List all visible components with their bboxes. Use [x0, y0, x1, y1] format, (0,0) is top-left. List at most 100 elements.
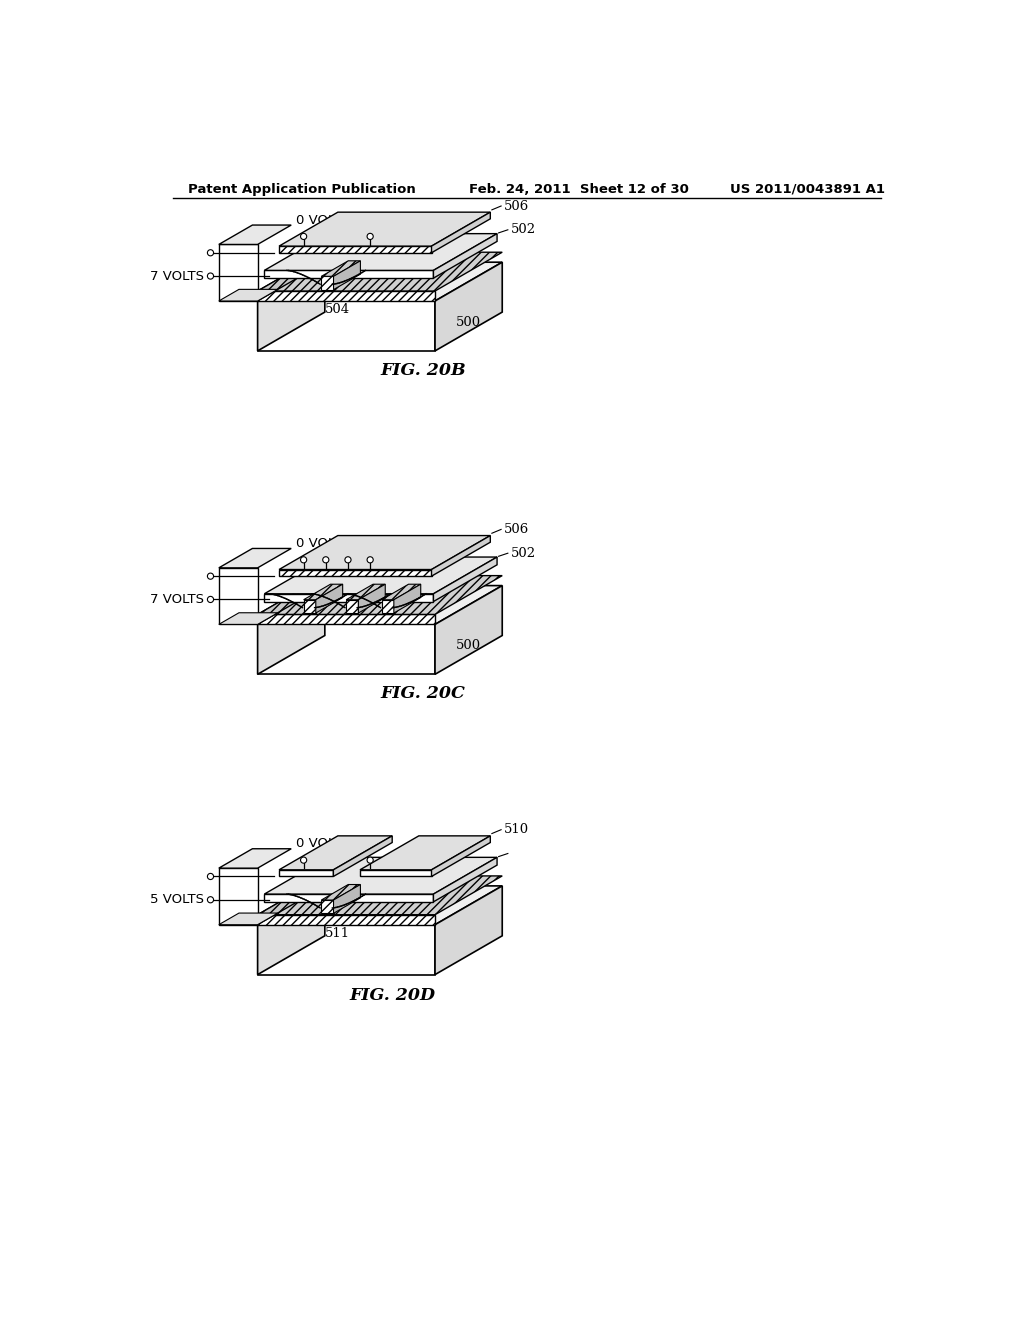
Text: 0 VOLTS: 0 VOLTS — [296, 837, 349, 850]
Circle shape — [208, 874, 214, 879]
Circle shape — [208, 249, 214, 256]
Circle shape — [345, 557, 351, 562]
Polygon shape — [219, 548, 291, 568]
Text: 5 VOLTS: 5 VOLTS — [150, 894, 204, 907]
Polygon shape — [258, 576, 502, 614]
Polygon shape — [258, 876, 325, 925]
Polygon shape — [258, 886, 502, 925]
Text: 511: 511 — [325, 927, 350, 940]
Circle shape — [300, 557, 307, 562]
Text: Patent Application Publication: Patent Application Publication — [188, 182, 416, 195]
Polygon shape — [219, 224, 291, 244]
Polygon shape — [258, 576, 325, 624]
Polygon shape — [258, 301, 435, 351]
Polygon shape — [431, 836, 490, 876]
Polygon shape — [435, 886, 502, 974]
Text: 506: 506 — [504, 199, 529, 213]
Polygon shape — [219, 244, 258, 301]
Polygon shape — [258, 624, 435, 675]
Polygon shape — [280, 870, 334, 876]
Text: 502: 502 — [511, 223, 536, 236]
Polygon shape — [258, 614, 435, 624]
Polygon shape — [258, 925, 435, 974]
Text: 0 VOLTS: 0 VOLTS — [296, 214, 349, 227]
Circle shape — [300, 857, 307, 863]
Polygon shape — [322, 261, 360, 276]
Polygon shape — [382, 585, 421, 599]
Polygon shape — [258, 252, 325, 301]
Polygon shape — [258, 915, 435, 925]
Circle shape — [208, 273, 214, 279]
Polygon shape — [219, 869, 258, 925]
Polygon shape — [264, 557, 497, 594]
Text: 510: 510 — [504, 824, 529, 836]
Polygon shape — [258, 263, 502, 301]
Polygon shape — [258, 876, 502, 915]
Polygon shape — [258, 290, 435, 301]
Text: 506: 506 — [504, 523, 529, 536]
Polygon shape — [431, 536, 490, 576]
Polygon shape — [264, 271, 433, 279]
Polygon shape — [264, 894, 433, 902]
Polygon shape — [435, 586, 502, 675]
Polygon shape — [303, 599, 315, 612]
Polygon shape — [346, 585, 385, 599]
Polygon shape — [264, 234, 497, 271]
Polygon shape — [280, 246, 431, 252]
Polygon shape — [258, 586, 502, 624]
Polygon shape — [435, 263, 502, 351]
Circle shape — [208, 573, 214, 579]
Polygon shape — [219, 849, 291, 869]
Polygon shape — [433, 234, 497, 279]
Polygon shape — [280, 569, 431, 576]
Polygon shape — [394, 585, 421, 612]
Polygon shape — [303, 585, 343, 599]
Polygon shape — [322, 276, 334, 289]
Text: 502: 502 — [511, 546, 536, 560]
Text: 7 VOLTS: 7 VOLTS — [150, 269, 204, 282]
Polygon shape — [280, 213, 490, 246]
Polygon shape — [280, 536, 490, 569]
Text: FIG. 20B: FIG. 20B — [380, 362, 466, 379]
Polygon shape — [346, 599, 358, 612]
Text: FIG. 20D: FIG. 20D — [349, 987, 435, 1005]
Text: FIG. 20C: FIG. 20C — [381, 685, 466, 702]
Polygon shape — [258, 252, 502, 290]
Text: 500: 500 — [456, 639, 480, 652]
Polygon shape — [264, 594, 433, 602]
Text: 500: 500 — [456, 315, 480, 329]
Circle shape — [367, 234, 373, 239]
Circle shape — [300, 234, 307, 239]
Polygon shape — [219, 612, 278, 624]
Polygon shape — [219, 289, 278, 301]
Circle shape — [208, 896, 214, 903]
Polygon shape — [433, 858, 497, 902]
Polygon shape — [219, 913, 278, 925]
Polygon shape — [258, 263, 325, 351]
Polygon shape — [431, 213, 490, 252]
Text: US 2011/0043891 A1: US 2011/0043891 A1 — [730, 182, 885, 195]
Polygon shape — [322, 900, 334, 913]
Polygon shape — [360, 870, 431, 876]
Circle shape — [323, 557, 329, 562]
Polygon shape — [322, 884, 360, 900]
Circle shape — [208, 597, 214, 602]
Circle shape — [367, 557, 373, 562]
Text: 0 VOLTS: 0 VOLTS — [296, 537, 349, 550]
Polygon shape — [334, 884, 360, 913]
Polygon shape — [334, 261, 360, 289]
Polygon shape — [382, 599, 394, 612]
Polygon shape — [219, 568, 258, 624]
Text: 504: 504 — [325, 304, 350, 315]
Text: Feb. 24, 2011  Sheet 12 of 30: Feb. 24, 2011 Sheet 12 of 30 — [469, 182, 689, 195]
Polygon shape — [360, 836, 490, 870]
Text: 7 VOLTS: 7 VOLTS — [150, 593, 204, 606]
Polygon shape — [258, 886, 325, 974]
Polygon shape — [358, 585, 385, 612]
Polygon shape — [433, 557, 497, 602]
Circle shape — [367, 857, 373, 863]
Polygon shape — [264, 858, 497, 894]
Polygon shape — [315, 585, 343, 612]
Polygon shape — [258, 586, 325, 675]
Polygon shape — [280, 836, 392, 870]
